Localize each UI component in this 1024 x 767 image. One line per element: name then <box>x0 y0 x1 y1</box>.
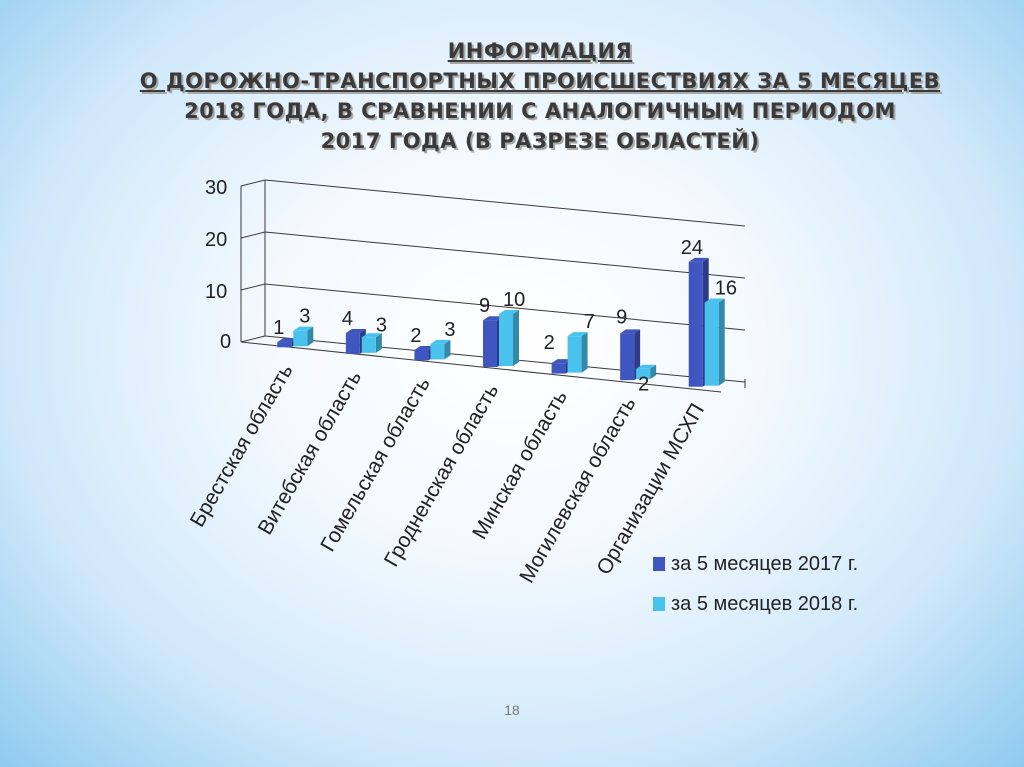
data-label-2017: 2 <box>410 325 421 347</box>
bar-2018 <box>499 314 513 366</box>
bar-2017-top <box>345 329 366 334</box>
y-tick-label: 10 <box>205 281 227 303</box>
bar-2018-side <box>444 339 451 360</box>
title-line-1: ИНФОРМАЦИЯ <box>447 39 633 63</box>
bar-2018-top <box>361 333 382 338</box>
floor-front-edge <box>240 341 722 393</box>
bar-2017 <box>277 342 292 348</box>
chart-legend: за 5 месяцев 2017 г. за 5 месяцев 2018 г. <box>653 553 858 615</box>
title-line-4: 2017 ГОДА (В РАЗРЕЗЕ ОБЛАСТЕЙ) <box>320 129 760 153</box>
page-number: 18 <box>504 702 520 718</box>
bar-2018-side <box>718 298 725 386</box>
bar-2017 <box>345 333 360 354</box>
bar-2017-top <box>414 346 435 351</box>
bar-2018-side <box>581 332 588 373</box>
data-label-2017: 2 <box>544 332 555 354</box>
bar-2017-top <box>620 329 641 334</box>
bar-2018-side <box>307 326 314 347</box>
bar-2017-top <box>551 359 572 364</box>
data-label-2018: 2 <box>638 374 649 396</box>
bar-2017 <box>483 320 497 367</box>
data-label-2017: 4 <box>342 308 353 330</box>
y-tick-label: 20 <box>205 229 227 251</box>
bar-2017 <box>551 363 566 374</box>
bar-2018-top <box>430 339 451 344</box>
bar-2018-side <box>650 364 657 380</box>
bar-2018 <box>293 330 308 347</box>
gridline-depth <box>240 335 266 343</box>
bar-2018-side <box>375 333 382 353</box>
legend-label: за 5 месяцев 2017 г. <box>671 553 858 575</box>
bar-2018 <box>430 343 445 360</box>
data-label-2017: 24 <box>681 237 703 259</box>
title-line-2: О ДОРОЖНО-ТРАНСПОРТНЫХ ПРОИСШЕСТВИЯХ ЗА … <box>139 69 941 93</box>
data-label-2017: 9 <box>479 295 490 317</box>
bar-2018-side <box>513 310 519 366</box>
bar-2017 <box>620 333 635 381</box>
legend-swatch <box>653 597 665 611</box>
bar-2018-top <box>567 332 588 337</box>
legend-label: за 5 месяцев 2018 г. <box>671 593 858 615</box>
gridline-depth <box>240 231 266 239</box>
data-label-2018: 7 <box>584 311 595 333</box>
bar-2018-top <box>293 326 314 331</box>
data-label-2018: 3 <box>444 319 455 341</box>
bar-2018-top <box>636 364 657 369</box>
data-label-2018: 3 <box>376 314 387 336</box>
data-label-2018: 10 <box>503 289 525 311</box>
bar-2017 <box>414 350 429 361</box>
chart-y-ticks: 0 10 20 30 <box>205 177 231 353</box>
bar-2018 <box>636 368 651 380</box>
gridline-depth <box>240 179 266 187</box>
bar-2018-top <box>704 298 725 303</box>
data-label-2017: 1 <box>273 317 284 339</box>
title-line-3: 2018 ГОДА, В СРАВНЕНИИ С АНАЛОГИЧНЫМ ПЕР… <box>184 99 896 123</box>
bar-2018 <box>361 337 376 353</box>
data-label-2018: 16 <box>715 278 737 300</box>
slide-title: ИНФОРМАЦИЯ О ДОРОЖНО-ТРАНСПОРТНЫХ ПРОИСШ… <box>120 36 960 156</box>
data-label-2018: 3 <box>299 306 310 328</box>
data-label-2017: 9 <box>616 306 627 328</box>
bar-2018 <box>704 302 719 386</box>
y-tick-label: 30 <box>205 177 227 199</box>
gridline-depth <box>240 283 266 291</box>
gridline <box>264 283 746 331</box>
bar-2018 <box>567 336 582 373</box>
legend-swatch <box>653 557 665 571</box>
bar-2017-top <box>688 257 709 262</box>
chart-bars <box>277 257 725 387</box>
gridline <box>264 231 746 279</box>
bar-2017-top <box>277 338 298 343</box>
bar-2017-top <box>483 316 503 321</box>
bar-2017 <box>688 261 703 387</box>
gridline <box>264 179 746 227</box>
bar-2018-top <box>499 310 519 314</box>
y-tick-label: 0 <box>220 331 231 353</box>
